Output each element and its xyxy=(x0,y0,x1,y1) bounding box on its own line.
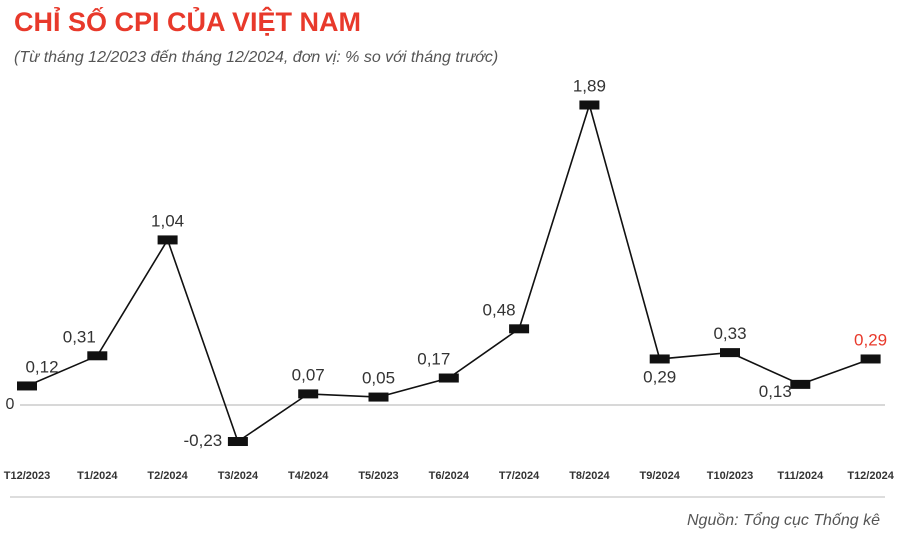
marker xyxy=(509,324,530,334)
x-tick-label: T9/2024 xyxy=(640,470,681,482)
value-label: 0,13 xyxy=(759,382,792,401)
x-tick-label: T4/2024 xyxy=(288,470,329,482)
x-tick-label: T11/2024 xyxy=(777,470,824,482)
marker xyxy=(649,354,670,364)
marker xyxy=(790,379,811,389)
x-tick-label: T12/2024 xyxy=(847,470,894,482)
x-tick-label: T10/2023 xyxy=(707,470,753,482)
marker xyxy=(579,100,600,110)
marker xyxy=(17,381,37,391)
x-tick-label: T5/2023 xyxy=(358,470,398,482)
value-label: 0,33 xyxy=(713,324,746,343)
value-label: 0,29 xyxy=(854,330,887,349)
value-label: 1,89 xyxy=(573,76,606,95)
x-tick-label: T8/2024 xyxy=(569,470,610,482)
marker xyxy=(87,351,108,361)
marker xyxy=(720,348,740,358)
chart-subtitle: (Từ tháng 12/2023 đến tháng 12/2024, đơn… xyxy=(14,49,498,66)
source: Nguồn: Tổng cục Thống kê xyxy=(687,511,880,529)
marker xyxy=(227,437,248,447)
value-label: 0,17 xyxy=(417,350,450,369)
value-label: -0,23 xyxy=(184,431,223,450)
y-tick-label: 0 xyxy=(6,396,15,413)
value-label: 1,04 xyxy=(151,211,184,230)
marker xyxy=(368,392,389,402)
line xyxy=(26,102,871,443)
x-tick-label: T2/2024 xyxy=(147,470,188,482)
x-tick-label: T6/2024 xyxy=(429,470,470,482)
x-tick-label: T7/2024 xyxy=(499,470,540,482)
marker xyxy=(860,354,881,364)
x-tick-label: T3/2024 xyxy=(218,470,259,482)
value-label: 0,29 xyxy=(643,367,676,386)
marker xyxy=(438,373,459,383)
chart-title: CHỈ SỐ CPI CỦA VIỆT NAM xyxy=(14,5,361,37)
value-label: 0,07 xyxy=(292,365,325,384)
value-label: 0,12 xyxy=(25,357,58,376)
value-label: 0,48 xyxy=(483,300,516,319)
marker xyxy=(298,389,319,399)
x-tick-label: T12/2023 xyxy=(4,470,50,482)
marker xyxy=(157,235,178,245)
x-tick-label: T1/2024 xyxy=(77,470,118,482)
value-label: 0,31 xyxy=(63,327,96,346)
value-label: 0,05 xyxy=(362,369,395,388)
